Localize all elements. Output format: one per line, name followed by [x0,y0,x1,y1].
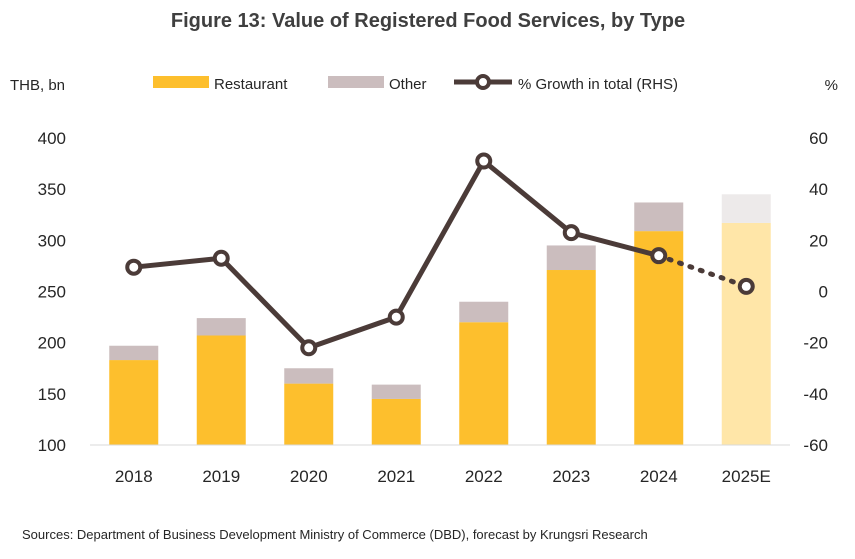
legend: Restaurant Other % Growth in total (RHS) [153,74,678,93]
right-tick-label: -60 [803,436,828,455]
growth-point-2025E [737,277,755,295]
source-note: Sources: Department of Business Developm… [22,527,648,542]
bar-other-2018 [109,345,159,361]
left-tick-label: 350 [38,180,66,199]
right-tick-label: 20 [809,231,828,250]
x-tick-label: 2021 [377,467,415,486]
legend-label-growth: % Growth in total (RHS) [518,76,678,93]
bar-restaurant-2024 [634,231,684,445]
bar-restaurant-2022 [459,322,509,445]
left-axis-unit: THB, bn [10,77,65,94]
right-tick-label: 40 [809,180,828,199]
x-tick-label: 2024 [640,467,678,486]
legend-label-restaurant: Restaurant [214,76,288,93]
bar-restaurant-2018 [109,360,159,445]
legend-marker-growth [475,74,491,90]
right-tick-label: -20 [803,334,828,353]
growth-point-2024 [650,247,668,265]
x-tick-label: 2025E [722,467,771,486]
bar-other-2021 [371,384,421,399]
bar-restaurant-2019 [196,335,246,445]
left-tick-label: 100 [38,436,66,455]
bar-restaurant-2025E [721,222,771,445]
legend-label-other: Other [389,76,427,93]
right-tick-label: 60 [809,129,828,148]
x-tick-label: 2019 [202,467,240,486]
x-tick-label: 2018 [115,467,153,486]
bar-other-2019 [196,318,246,336]
bar-other-2020 [284,368,334,384]
bar-restaurant-2021 [371,398,421,445]
bar-restaurant-2023 [546,270,596,445]
growth-point-2022 [475,152,493,170]
left-tick-label: 300 [38,231,66,250]
bar-other-2024 [634,202,684,232]
left-tick-label: 200 [38,334,66,353]
right-tick-label: 0 [819,283,828,302]
x-tick-label: 2023 [552,467,590,486]
x-tick-label: 2020 [290,467,328,486]
growth-point-2018 [125,258,143,276]
chart-title: Figure 13: Value of Registered Food Serv… [171,10,685,32]
growth-line-forecast [656,253,749,289]
left-tick-label: 250 [38,283,66,302]
left-tick-label: 400 [38,129,66,148]
bar-restaurant-2020 [284,383,334,445]
bar-other-2025E [721,194,771,223]
left-tick-label: 150 [38,385,66,404]
growth-point-2019 [212,249,230,267]
growth-point-2020 [300,339,318,357]
right-axis-unit: % [825,77,838,94]
growth-point-2023 [562,224,580,242]
bar-other-2023 [546,245,596,271]
x-tick-label: 2022 [465,467,503,486]
bar-other-2022 [459,301,509,323]
growth-point-2021 [387,308,405,326]
legend-swatch-restaurant [153,76,209,88]
right-tick-label: -40 [803,385,828,404]
legend-swatch-other [328,76,384,88]
plot-area: 100 150 200 250 300 350 400 -60 -40 -20 0 20 40 60 201… [38,129,828,486]
